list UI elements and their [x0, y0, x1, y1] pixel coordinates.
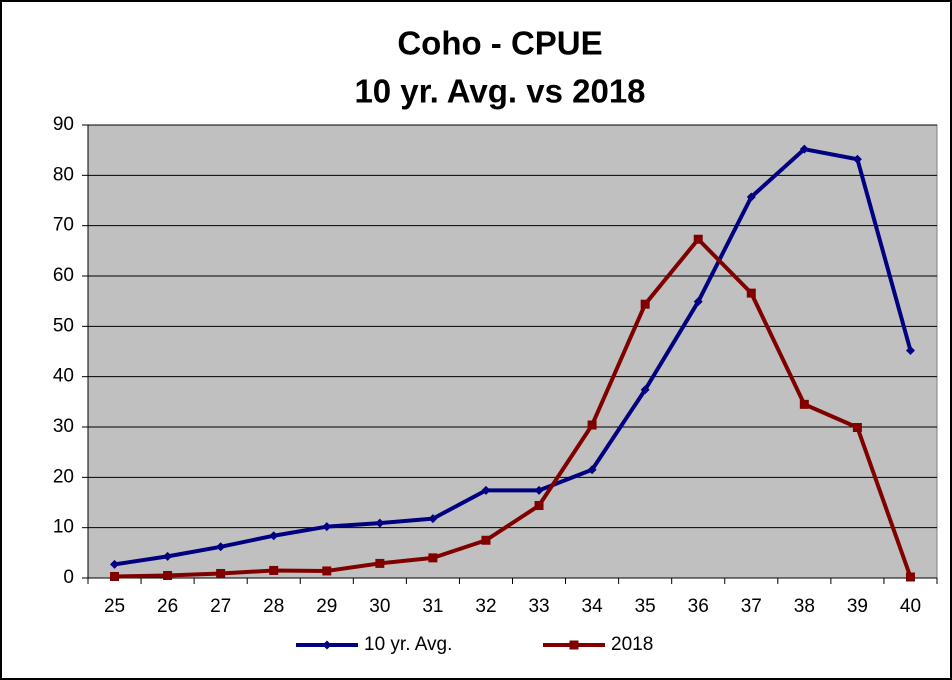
y-tick-label: 80: [53, 164, 74, 185]
x-tick-label: 32: [475, 596, 496, 617]
marker: [428, 514, 438, 524]
marker: [587, 420, 597, 430]
marker: [799, 399, 809, 409]
marker: [640, 299, 650, 309]
y-tick-label: 40: [53, 366, 74, 387]
series-line: [114, 237, 913, 579]
marker: [799, 144, 809, 154]
marker: [693, 234, 703, 244]
x-tick-label: 33: [528, 596, 549, 617]
y-tick-label: 20: [53, 466, 74, 487]
x-tick-label: 29: [316, 596, 337, 617]
x-tick-label: 39: [847, 596, 868, 617]
y-tick-label: 0: [63, 567, 74, 588]
chart-title: 10 yr. Avg. vs 2018: [354, 73, 645, 110]
x-tick-label: 40: [900, 596, 921, 617]
marker: [269, 531, 279, 541]
marker: [375, 558, 385, 568]
marker: [905, 345, 915, 355]
marker: [163, 570, 173, 580]
marker: [640, 385, 650, 395]
legend-label: 2018: [611, 634, 653, 655]
legend-marker: [569, 640, 579, 650]
x-tick-label: 38: [794, 596, 815, 617]
marker: [322, 522, 332, 532]
marker: [852, 154, 862, 164]
plot-area: [87, 124, 938, 579]
series-line: [114, 147, 913, 567]
marker: [216, 568, 226, 578]
legend-label: 10 yr. Avg.: [364, 634, 452, 655]
marker: [216, 542, 226, 552]
x-tick-label: 27: [210, 596, 231, 617]
marker: [163, 551, 173, 561]
marker: [852, 423, 862, 433]
marker: [322, 566, 332, 576]
marker: [481, 535, 491, 545]
marker: [746, 288, 756, 298]
marker: [693, 297, 703, 307]
x-tick-label: 35: [635, 596, 656, 617]
x-tick-label: 34: [582, 596, 604, 617]
marker: [110, 559, 120, 569]
x-tick-label: 25: [104, 596, 125, 617]
x-tick-label: 37: [741, 596, 762, 617]
x-tick-label: 31: [422, 596, 443, 617]
x-tick-label: 36: [688, 596, 709, 617]
marker: [428, 553, 438, 563]
marker: [375, 518, 385, 528]
marker: [905, 572, 915, 582]
marker: [534, 485, 544, 495]
y-tick-label: 10: [53, 517, 74, 538]
x-tick-label: 30: [369, 596, 390, 617]
x-tick-label: 26: [157, 596, 178, 617]
marker: [481, 485, 491, 495]
y-tick-label: 60: [53, 265, 74, 286]
y-tick-label: 70: [53, 215, 74, 236]
marker: [269, 565, 279, 575]
marker: [110, 571, 120, 581]
marker: [534, 501, 544, 511]
y-tick-label: 90: [53, 114, 74, 135]
y-tick-label: 30: [53, 416, 74, 437]
y-tick-label: 50: [53, 315, 74, 336]
marker: [587, 465, 597, 475]
chart-title: Coho - CPUE: [397, 25, 602, 62]
legend-marker: [322, 640, 332, 650]
marker: [746, 192, 756, 202]
x-tick-label: 28: [263, 596, 284, 617]
